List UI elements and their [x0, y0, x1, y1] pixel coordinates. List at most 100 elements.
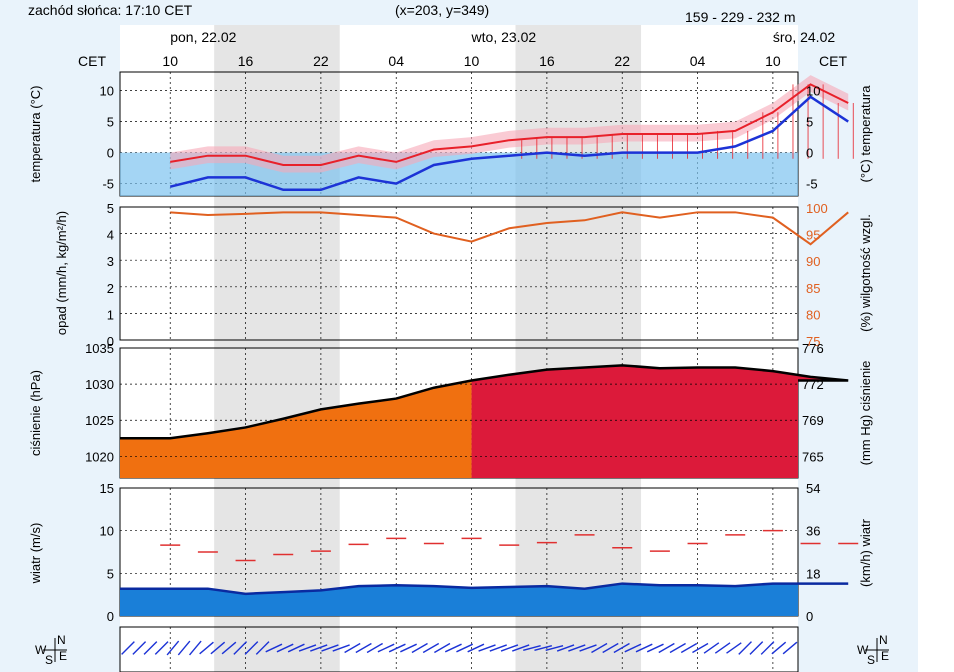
wind-direction-arrow	[591, 642, 608, 654]
pressure-tick-right: 765	[802, 449, 824, 464]
dew-point-line	[169, 95, 849, 192]
precip-tick: 4	[107, 228, 114, 243]
timezone-right: CET	[819, 53, 847, 69]
wind-direction-arrow	[321, 644, 339, 652]
wind-direction-arrow	[388, 643, 406, 653]
wind-direction-arrow	[703, 642, 720, 654]
elevation-range: 159 - 229 - 232 m	[685, 9, 796, 25]
wind-tick-left: 0	[107, 609, 114, 624]
wind-direction-arrow	[478, 644, 496, 652]
wind-direction-arrow	[434, 642, 451, 654]
wind-direction-arrow	[265, 643, 283, 653]
grid-coordinates: (x=203, y=349)	[395, 2, 489, 18]
wind-rose-letter: S	[867, 653, 875, 667]
wind-direction-arrow	[760, 641, 775, 655]
hour-tick-label: 22	[313, 53, 329, 69]
wind-rose-letter: N	[57, 633, 66, 647]
wind-direction-arrow	[221, 641, 237, 655]
wind-direction-arrow	[489, 644, 507, 652]
hour-tick-label: 16	[539, 53, 555, 69]
day-label: śro, 24.02	[773, 29, 835, 45]
temperature-line	[170, 83, 849, 166]
pressure-tick-left: 1025	[85, 413, 114, 428]
wind-direction-arrow	[556, 644, 575, 652]
wind-tick-right: 0	[806, 609, 813, 624]
wind-direction-arrow	[568, 644, 586, 652]
wind-direction-arrow	[244, 641, 259, 655]
wind-rose-letter: W	[857, 643, 869, 657]
hour-tick-label: 04	[388, 53, 404, 69]
wind-direction-arrow	[344, 642, 361, 654]
wind-speed-line	[120, 582, 849, 596]
precip-tick: 1	[107, 307, 114, 322]
humidity-tick: 75	[806, 334, 820, 349]
pressure-tick-left: 1020	[85, 449, 114, 464]
wind-tick-right: 36	[806, 524, 820, 539]
wind-direction-arrow	[545, 644, 564, 652]
pressure-tick-right: 776	[802, 341, 824, 356]
wind-tick-right: 54	[806, 481, 820, 496]
humidity-tick: 90	[806, 254, 820, 269]
wind-tick-right: 18	[806, 566, 820, 581]
wind-axis-label-right: (km/h) wiatr	[858, 518, 873, 587]
wind-rose-icon: NSW E	[857, 633, 889, 667]
temp-tick-left: 5	[107, 115, 114, 130]
pressure-tick-right: 772	[802, 377, 824, 392]
wind-direction-arrow	[154, 641, 169, 655]
humidity-tick: 100	[806, 201, 828, 216]
day-label: pon, 22.02	[170, 29, 236, 45]
wind-direction-arrow	[287, 643, 305, 653]
hour-tick-label: 10	[765, 53, 781, 69]
wind-direction-arrow	[523, 644, 541, 652]
wind-direction-arrow	[782, 641, 798, 655]
humidity-axis-label: (%) wilgotność wzgl.	[858, 214, 873, 332]
temp-tick-right: 10	[806, 84, 820, 99]
wind-direction-arrow	[310, 644, 328, 652]
hour-tick-label: 22	[614, 53, 630, 69]
hour-tick-label: 04	[690, 53, 706, 69]
wind-rose-letter: E	[59, 649, 67, 663]
temp-tick-left: 10	[100, 84, 114, 99]
temp-tick-left: 0	[107, 146, 114, 161]
wind-direction-arrow	[233, 641, 248, 655]
wind-rose-letter: N	[879, 633, 888, 647]
wind-direction-arrow	[189, 640, 202, 656]
wind-direction-arrow	[646, 643, 664, 653]
wind-direction-arrow	[579, 644, 597, 652]
temp-tick-right: 5	[806, 115, 813, 130]
wind-tick-left: 10	[100, 524, 114, 539]
precip-axis-label: opad (mm/h, kg/m²/h)	[54, 211, 69, 335]
pressure-tick-left: 1035	[85, 341, 114, 356]
wind-direction-arrow	[534, 644, 553, 652]
temp-axis-label-left: temperatura (°C)	[28, 86, 43, 183]
wind-direction-arrow	[602, 642, 619, 654]
wind-direction-arrow	[121, 641, 135, 655]
pressure-area-high	[471, 365, 849, 478]
humidity-tick: 80	[806, 307, 820, 322]
precip-tick: 2	[107, 281, 114, 296]
precip-tick: 0	[107, 334, 114, 349]
wind-direction-arrow	[132, 641, 147, 655]
wind-direction-arrow	[255, 641, 270, 655]
panel-frame-precip	[119, 206, 799, 341]
wind-direction-arrow	[422, 642, 440, 654]
wind-direction-arrow	[276, 643, 294, 653]
wind-tick-left: 5	[107, 566, 114, 581]
wind-direction-arrow	[658, 642, 675, 654]
temp-axis-label-right: (°C) temperatura	[858, 85, 873, 183]
wind-direction-arrow	[166, 640, 180, 656]
pressure-area-low	[120, 380, 472, 478]
wind-direction-arrow	[400, 643, 417, 653]
wind-direction-arrow	[669, 642, 686, 654]
wind-direction-arrow	[500, 644, 519, 652]
wind-direction-arrow	[726, 642, 742, 654]
wind-direction-arrow	[613, 642, 630, 654]
wind-rose-letter: S	[45, 653, 53, 667]
wind-axis-label-left: wiatr (m/s)	[28, 523, 43, 585]
hour-tick-label: 16	[238, 53, 254, 69]
wind-direction-arrow	[199, 641, 214, 655]
wind-direction-arrow	[298, 644, 317, 652]
wind-direction-arrow	[749, 641, 764, 655]
meteogram-chart: zachód słońca: 17:10 CET (x=203, y=349) 15…	[28, 2, 889, 672]
